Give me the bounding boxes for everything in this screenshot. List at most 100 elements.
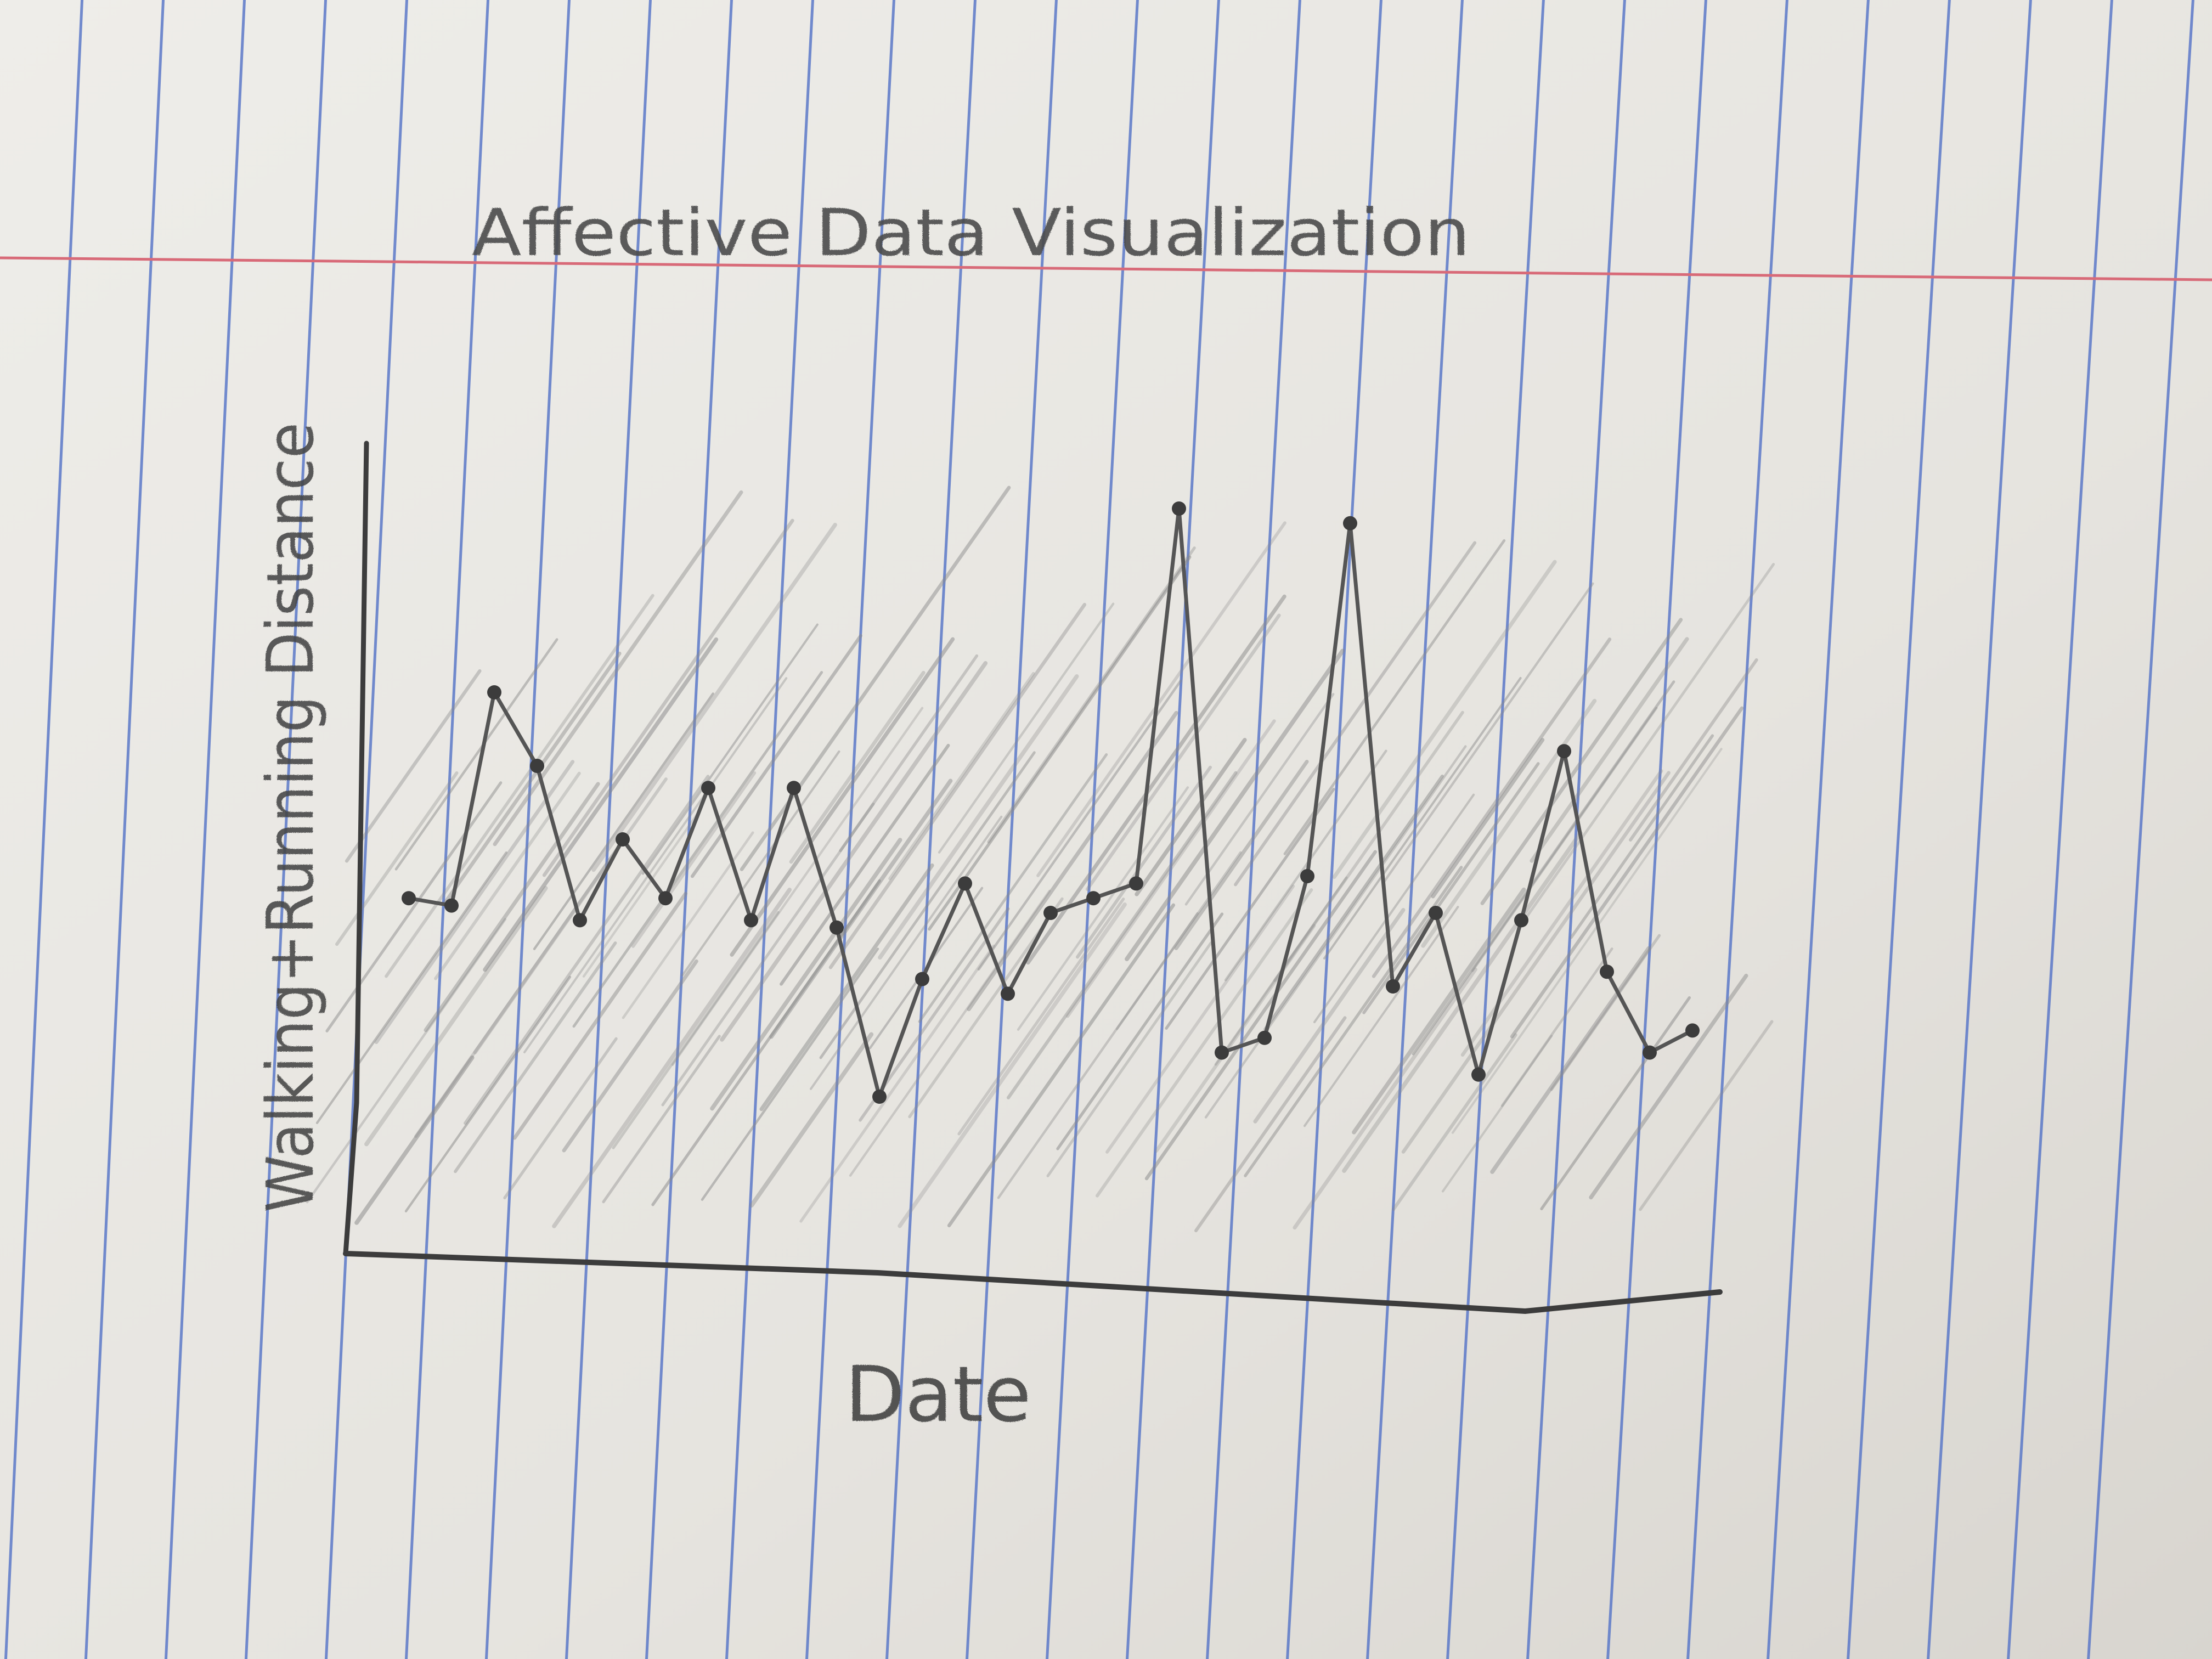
shading-stroke	[1372, 637, 1612, 978]
shading-stroke	[1224, 749, 1387, 981]
data-point	[1386, 979, 1400, 994]
shading-stroke	[394, 638, 558, 871]
shading-stroke	[1263, 775, 1444, 1031]
rule-line	[164, 0, 246, 1659]
data-point	[787, 781, 801, 795]
shading-stroke	[1204, 745, 1467, 1119]
shading-stroke	[612, 911, 780, 1149]
data-point	[658, 891, 673, 906]
data-point	[1557, 744, 1571, 759]
shading-stroke	[1352, 887, 1526, 1135]
shading-stroke	[1184, 693, 1335, 906]
shading-stroke	[1293, 967, 1477, 1230]
shading-stroke	[1283, 539, 1506, 855]
shading-stroke	[1125, 648, 1345, 962]
shading-stroke	[918, 753, 1108, 1023]
rule-line	[2007, 0, 2113, 1659]
shading-stroke	[1451, 748, 1723, 1134]
shading-stroke	[473, 842, 623, 1054]
shading-stroke	[1629, 658, 1758, 842]
shading-stroke	[1480, 618, 1683, 905]
shading-stroke	[1234, 541, 1477, 887]
shading-stroke	[434, 771, 581, 980]
shading-stroke	[1401, 771, 1671, 1154]
shading-stroke	[572, 671, 823, 1028]
data-point	[1129, 876, 1143, 891]
shading-stroke	[720, 661, 988, 1042]
shading-stroke	[424, 782, 600, 1032]
data-point	[1600, 964, 1614, 979]
data-point	[1086, 891, 1101, 906]
shading-stroke	[1076, 765, 1212, 959]
data-point	[701, 781, 715, 795]
shading-stroke	[1520, 563, 1775, 926]
shading-stroke	[582, 812, 699, 978]
data-point	[1471, 1067, 1486, 1082]
shading-stroke	[493, 490, 743, 847]
shading-stroke	[967, 710, 1178, 1012]
shading-stroke	[354, 1055, 475, 1225]
rule-line	[1126, 0, 1220, 1659]
shading-stroke	[839, 654, 979, 853]
shading-stroke	[1174, 759, 1309, 950]
data-point	[744, 913, 758, 928]
shading-stroke	[591, 522, 837, 872]
y-axis-label: Walking+Running Distance	[252, 422, 328, 1212]
shading-stroke	[1540, 996, 1691, 1211]
shading-stroke	[1303, 906, 1459, 1127]
data-point	[1343, 516, 1357, 531]
x-axis-line	[343, 1251, 1723, 1314]
shading-stroke	[1253, 908, 1406, 1124]
shading-stroke	[641, 623, 819, 875]
shading-stroke	[1065, 719, 1276, 1018]
data-point	[444, 898, 459, 913]
data-point	[958, 876, 972, 891]
data-point	[530, 759, 544, 773]
shading-stroke	[542, 518, 794, 877]
shading-stroke	[1421, 698, 1597, 948]
rule-line	[645, 0, 733, 1659]
shading-stroke	[1500, 947, 1613, 1107]
line-series	[402, 501, 1700, 1104]
shading-stroke	[1017, 786, 1189, 1031]
shading-stroke	[1036, 521, 1286, 877]
shading-stroke	[374, 760, 575, 1045]
shading-stroke	[1589, 973, 1748, 1200]
shading-stroke	[503, 1037, 618, 1200]
shading-stroke	[523, 677, 788, 1054]
data-point	[872, 1090, 887, 1104]
shading-stroke	[987, 546, 1196, 844]
shading-stroke	[306, 918, 507, 1204]
rule-line	[966, 0, 1058, 1659]
shading-stroke	[443, 651, 622, 904]
rule-line	[1927, 0, 2032, 1659]
data-point	[402, 891, 416, 906]
shading-stroke	[533, 692, 714, 950]
chart-title: Affective Data Visualization	[472, 195, 1470, 270]
notebook-margin-line	[0, 256, 2212, 281]
rule-line	[84, 0, 165, 1659]
rule-line	[805, 0, 895, 1659]
shading-stroke	[1026, 594, 1286, 965]
shading-stroke	[938, 602, 1115, 854]
x-axis-label: Date	[845, 1350, 1031, 1440]
shading-stroke	[1105, 884, 1295, 1154]
shading-stroke	[631, 771, 757, 948]
shading-stroke	[1342, 831, 1583, 1173]
shading-stroke	[828, 602, 1087, 969]
shading-stroke	[345, 669, 482, 863]
shading-stroke	[1313, 793, 1475, 1024]
rule-line	[2087, 0, 2194, 1659]
shading-stroke	[710, 838, 902, 1111]
shading-stroke	[552, 888, 792, 1228]
shading-stroke	[799, 944, 995, 1223]
shading-stroke	[947, 903, 1176, 1228]
shading-stroke	[780, 743, 950, 986]
shading-stroke	[898, 902, 1127, 1228]
shading-stroke	[335, 771, 459, 946]
shading-stroke	[749, 1032, 874, 1208]
y-axis-line	[343, 441, 369, 1256]
rule-line	[1847, 0, 1951, 1659]
data-point	[573, 913, 587, 928]
